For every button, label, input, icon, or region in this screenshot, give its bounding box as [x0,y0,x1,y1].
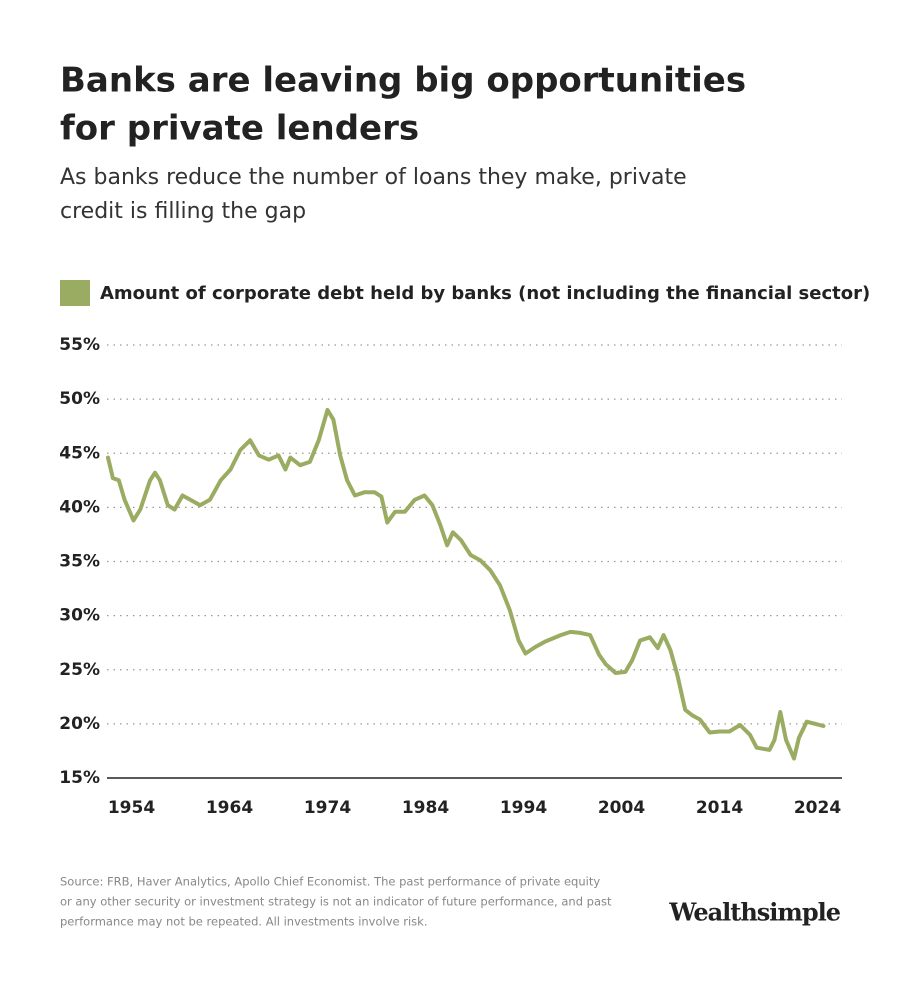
x-tick-label: 1964 [206,798,253,818]
legend-label: Amount of corporate debt held by banks (… [100,283,870,304]
x-tick-label: 2004 [598,798,645,818]
y-tick-label: 25% [59,660,100,680]
chart-title: for private lenders [60,109,419,149]
source-note: performance may not be repeated. All inv… [60,915,428,929]
source-note: or any other security or investment stra… [60,895,612,909]
x-tick-label: 1994 [500,798,547,818]
x-tick-label: 1954 [108,798,155,818]
x-tick-label: 2014 [696,798,743,818]
y-tick-label: 40% [59,497,100,517]
y-tick-label: 30% [59,606,100,626]
x-tick-label: 2024 [794,798,841,818]
y-tick-label: 45% [59,443,100,463]
y-tick-label: 15% [59,768,100,788]
chart-title: Banks are leaving big opportunities [60,61,746,101]
y-tick-label: 35% [59,552,100,572]
y-tick-label: 55% [59,335,100,355]
x-tick-label: 1984 [402,798,449,818]
y-tick-label: 50% [59,389,100,409]
data-line [106,407,826,761]
logo: Wealthsimple [668,898,840,927]
legend-swatch [60,280,90,306]
x-tick-label: 1974 [304,798,351,818]
chart-subtitle: credit is filling the gap [60,199,306,224]
source-note: Source: FRB, Haver Analytics, Apollo Chi… [60,875,600,889]
y-tick-label: 20% [59,714,100,734]
chart-subtitle: As banks reduce the number of loans they… [60,165,687,190]
